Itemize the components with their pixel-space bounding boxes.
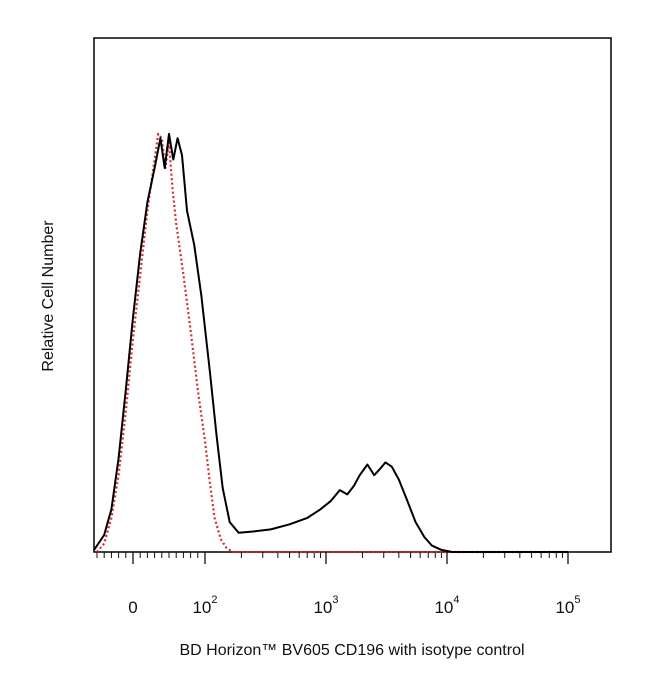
x-tick-label: 0	[128, 598, 137, 617]
major-ticks	[132, 552, 569, 564]
y-axis-label: Relative Cell Number	[40, 220, 57, 372]
series-layer	[93, 132, 568, 554]
x-axis-label: BD Horizon™ BV605 CD196 with isotype con…	[179, 642, 524, 659]
series-line-stained	[93, 132, 568, 553]
x-tick-labels: 0 102 103 104 105	[128, 594, 580, 617]
x-tick-label: 103	[313, 594, 338, 617]
x-tick-label: 102	[192, 594, 217, 617]
plot-frame	[93, 37, 612, 553]
x-tick-label: 105	[555, 594, 580, 617]
series-line-isotype	[96, 132, 568, 554]
x-tick-label: 104	[434, 594, 459, 617]
